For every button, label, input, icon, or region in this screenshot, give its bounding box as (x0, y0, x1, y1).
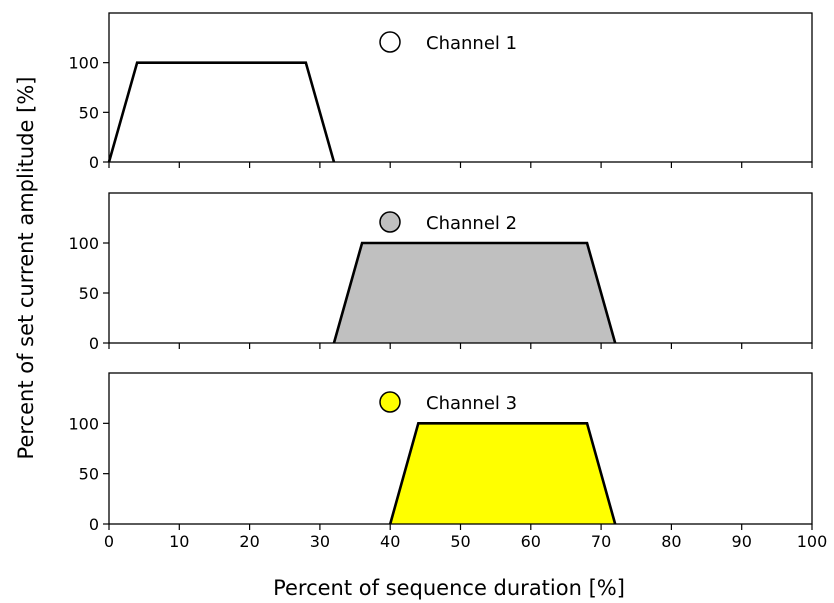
panel-2: 0 50 100 Channel 2 (68, 192, 813, 353)
y-tick-label: 100 (68, 54, 99, 73)
series-line-3 (388, 422, 617, 525)
x-tick-label: 50 (450, 532, 470, 551)
y-axis-label: Percent of set current amplitude [%] (14, 77, 38, 460)
legend-label-3: Channel 3 (426, 393, 517, 414)
x-tick-label: 10 (169, 532, 189, 551)
x-tick-label: 90 (732, 532, 752, 551)
x-tick-label: 40 (380, 532, 400, 551)
panel-3: 0 50 100 0 10 20 30 40 50 60 70 80 90 100 Channel 3 (68, 372, 828, 551)
series-fill-3 (390, 423, 616, 524)
legend-marker-2 (379, 211, 401, 233)
panels-group: 0 50 100 Channel 1 0 50 100 Channel 2 0 50 100 0 10 2… (68, 12, 828, 551)
y-tick-label: 0 (89, 334, 99, 353)
x-tick-label: 60 (521, 532, 541, 551)
y-tick-label: 0 (89, 515, 99, 534)
x-tick-label: 30 (310, 532, 330, 551)
y-tick-label: 50 (79, 103, 99, 122)
legend-label-1: Channel 1 (426, 33, 517, 54)
series-line-2 (332, 241, 617, 344)
x-tick-label: 0 (104, 532, 114, 551)
series-fill-2 (333, 243, 616, 343)
y-tick-label: 0 (89, 153, 99, 172)
x-tick-label: 70 (591, 532, 611, 551)
legend-marker-1 (379, 31, 401, 53)
y-tick-label: 50 (79, 465, 99, 484)
y-tick-label: 100 (68, 414, 99, 433)
x-tick-label: 100 (797, 532, 828, 551)
y-tick-label: 50 (79, 284, 99, 303)
panel-1: 0 50 100 Channel 1 (68, 12, 813, 172)
series-fill-1 (109, 62, 334, 162)
legend-label-2: Channel 2 (426, 213, 517, 234)
series-line-1 (107, 61, 336, 163)
y-tick-label: 100 (68, 234, 99, 253)
x-tick-label: 80 (661, 532, 681, 551)
x-axis-label: Percent of sequence duration [%] (273, 576, 625, 600)
x-tick-label: 20 (239, 532, 259, 551)
legend-marker-3 (379, 391, 401, 413)
